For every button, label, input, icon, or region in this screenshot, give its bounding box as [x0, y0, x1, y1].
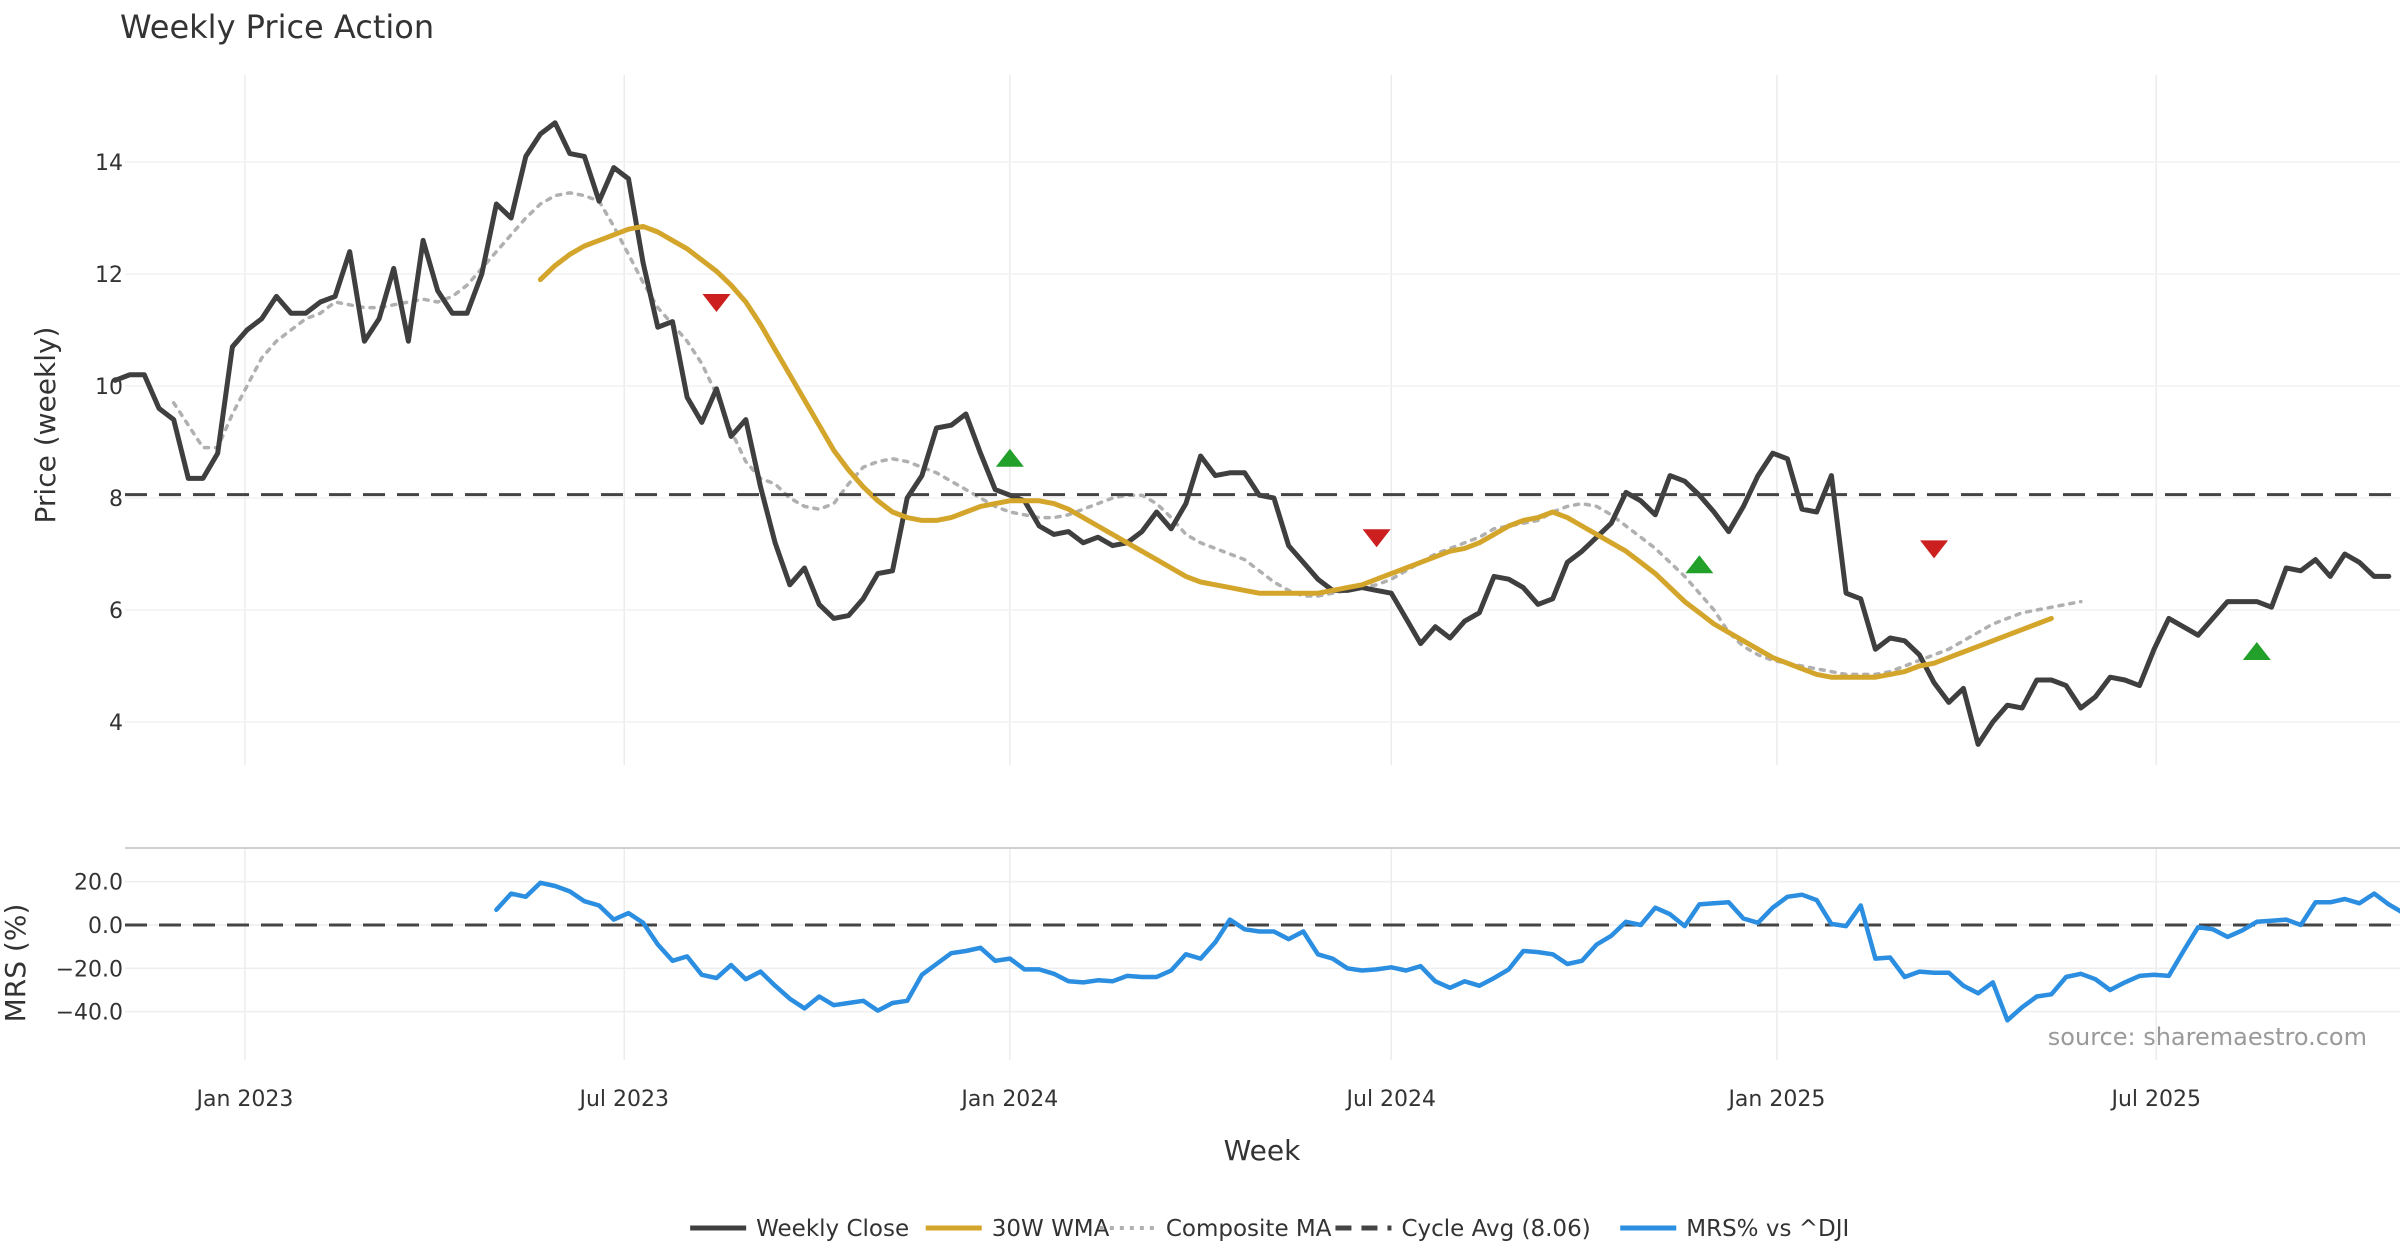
price-y-tick-label: 8: [109, 487, 123, 512]
mrs-y-tick-label: −20.0: [56, 957, 123, 982]
legend-label: 30W WMA: [992, 1216, 1110, 1242]
price-y-tick-label: 4: [109, 711, 123, 736]
price-panel-series: [112, 120, 2400, 747]
x-tick-label: Jul 2024: [1345, 1087, 1437, 1112]
mrs-y-tick-label: 20.0: [74, 871, 123, 896]
price-y-tick-label: 6: [109, 599, 123, 624]
mrs-y-tick-label: 0.0: [88, 914, 123, 939]
x-tick-label: Jan 2024: [959, 1087, 1058, 1112]
buy-signal-marker: [1685, 555, 1714, 574]
price-y-axis-label: Price (weekly): [29, 327, 62, 524]
buy-signal-marker: [2242, 642, 2271, 660]
source-note: source: sharemaestro.com: [2048, 1023, 2367, 1051]
x-tick-label: Jul 2023: [577, 1087, 669, 1112]
sell-signal-marker: [702, 294, 731, 312]
legend-label: MRS% vs ^DJI: [1686, 1216, 1849, 1242]
mrs-panel-y-ticks: 20.0 0.0 −20.0 −40.0: [56, 871, 123, 1026]
wma-30w-line: [537, 223, 2054, 680]
mrs-y-axis-label: MRS (%): [0, 904, 32, 1023]
x-tick-label: Jul 2025: [2109, 1087, 2201, 1112]
x-axis-label: Week: [1224, 1134, 1301, 1167]
legend: Weekly Close 30W WMA Composite MA Cycle Avg…: [690, 1216, 1849, 1242]
mrs-panel-series: [125, 880, 2400, 1023]
price-y-tick-label: 14: [95, 151, 123, 176]
sell-signal-marker: [1920, 540, 1949, 559]
weekly-close-line: [112, 120, 2392, 747]
legend-label: Composite MA: [1166, 1216, 1332, 1242]
mrs-line: [494, 880, 2400, 1023]
x-axis-ticks: Jan 2023 Jul 2023 Jan 2024 Jul 2024 Jan 2025…: [194, 1087, 2201, 1112]
price-y-tick-label: 12: [95, 263, 123, 288]
price-panel-signals: [702, 294, 2271, 660]
sell-signal-marker: [1362, 529, 1391, 548]
price-panel-grid: [125, 75, 2400, 765]
legend-label: Weekly Close: [756, 1216, 909, 1242]
buy-signal-marker: [995, 448, 1024, 467]
x-tick-label: Jan 2023: [194, 1087, 293, 1112]
legend-label: Cycle Avg (8.06): [1401, 1216, 1590, 1242]
mrs-y-tick-label: −40.0: [56, 1001, 123, 1026]
composite-ma-line: [171, 191, 2083, 677]
chart-title: Weekly Price Action: [120, 8, 434, 46]
x-tick-label: Jan 2025: [1726, 1087, 1825, 1112]
